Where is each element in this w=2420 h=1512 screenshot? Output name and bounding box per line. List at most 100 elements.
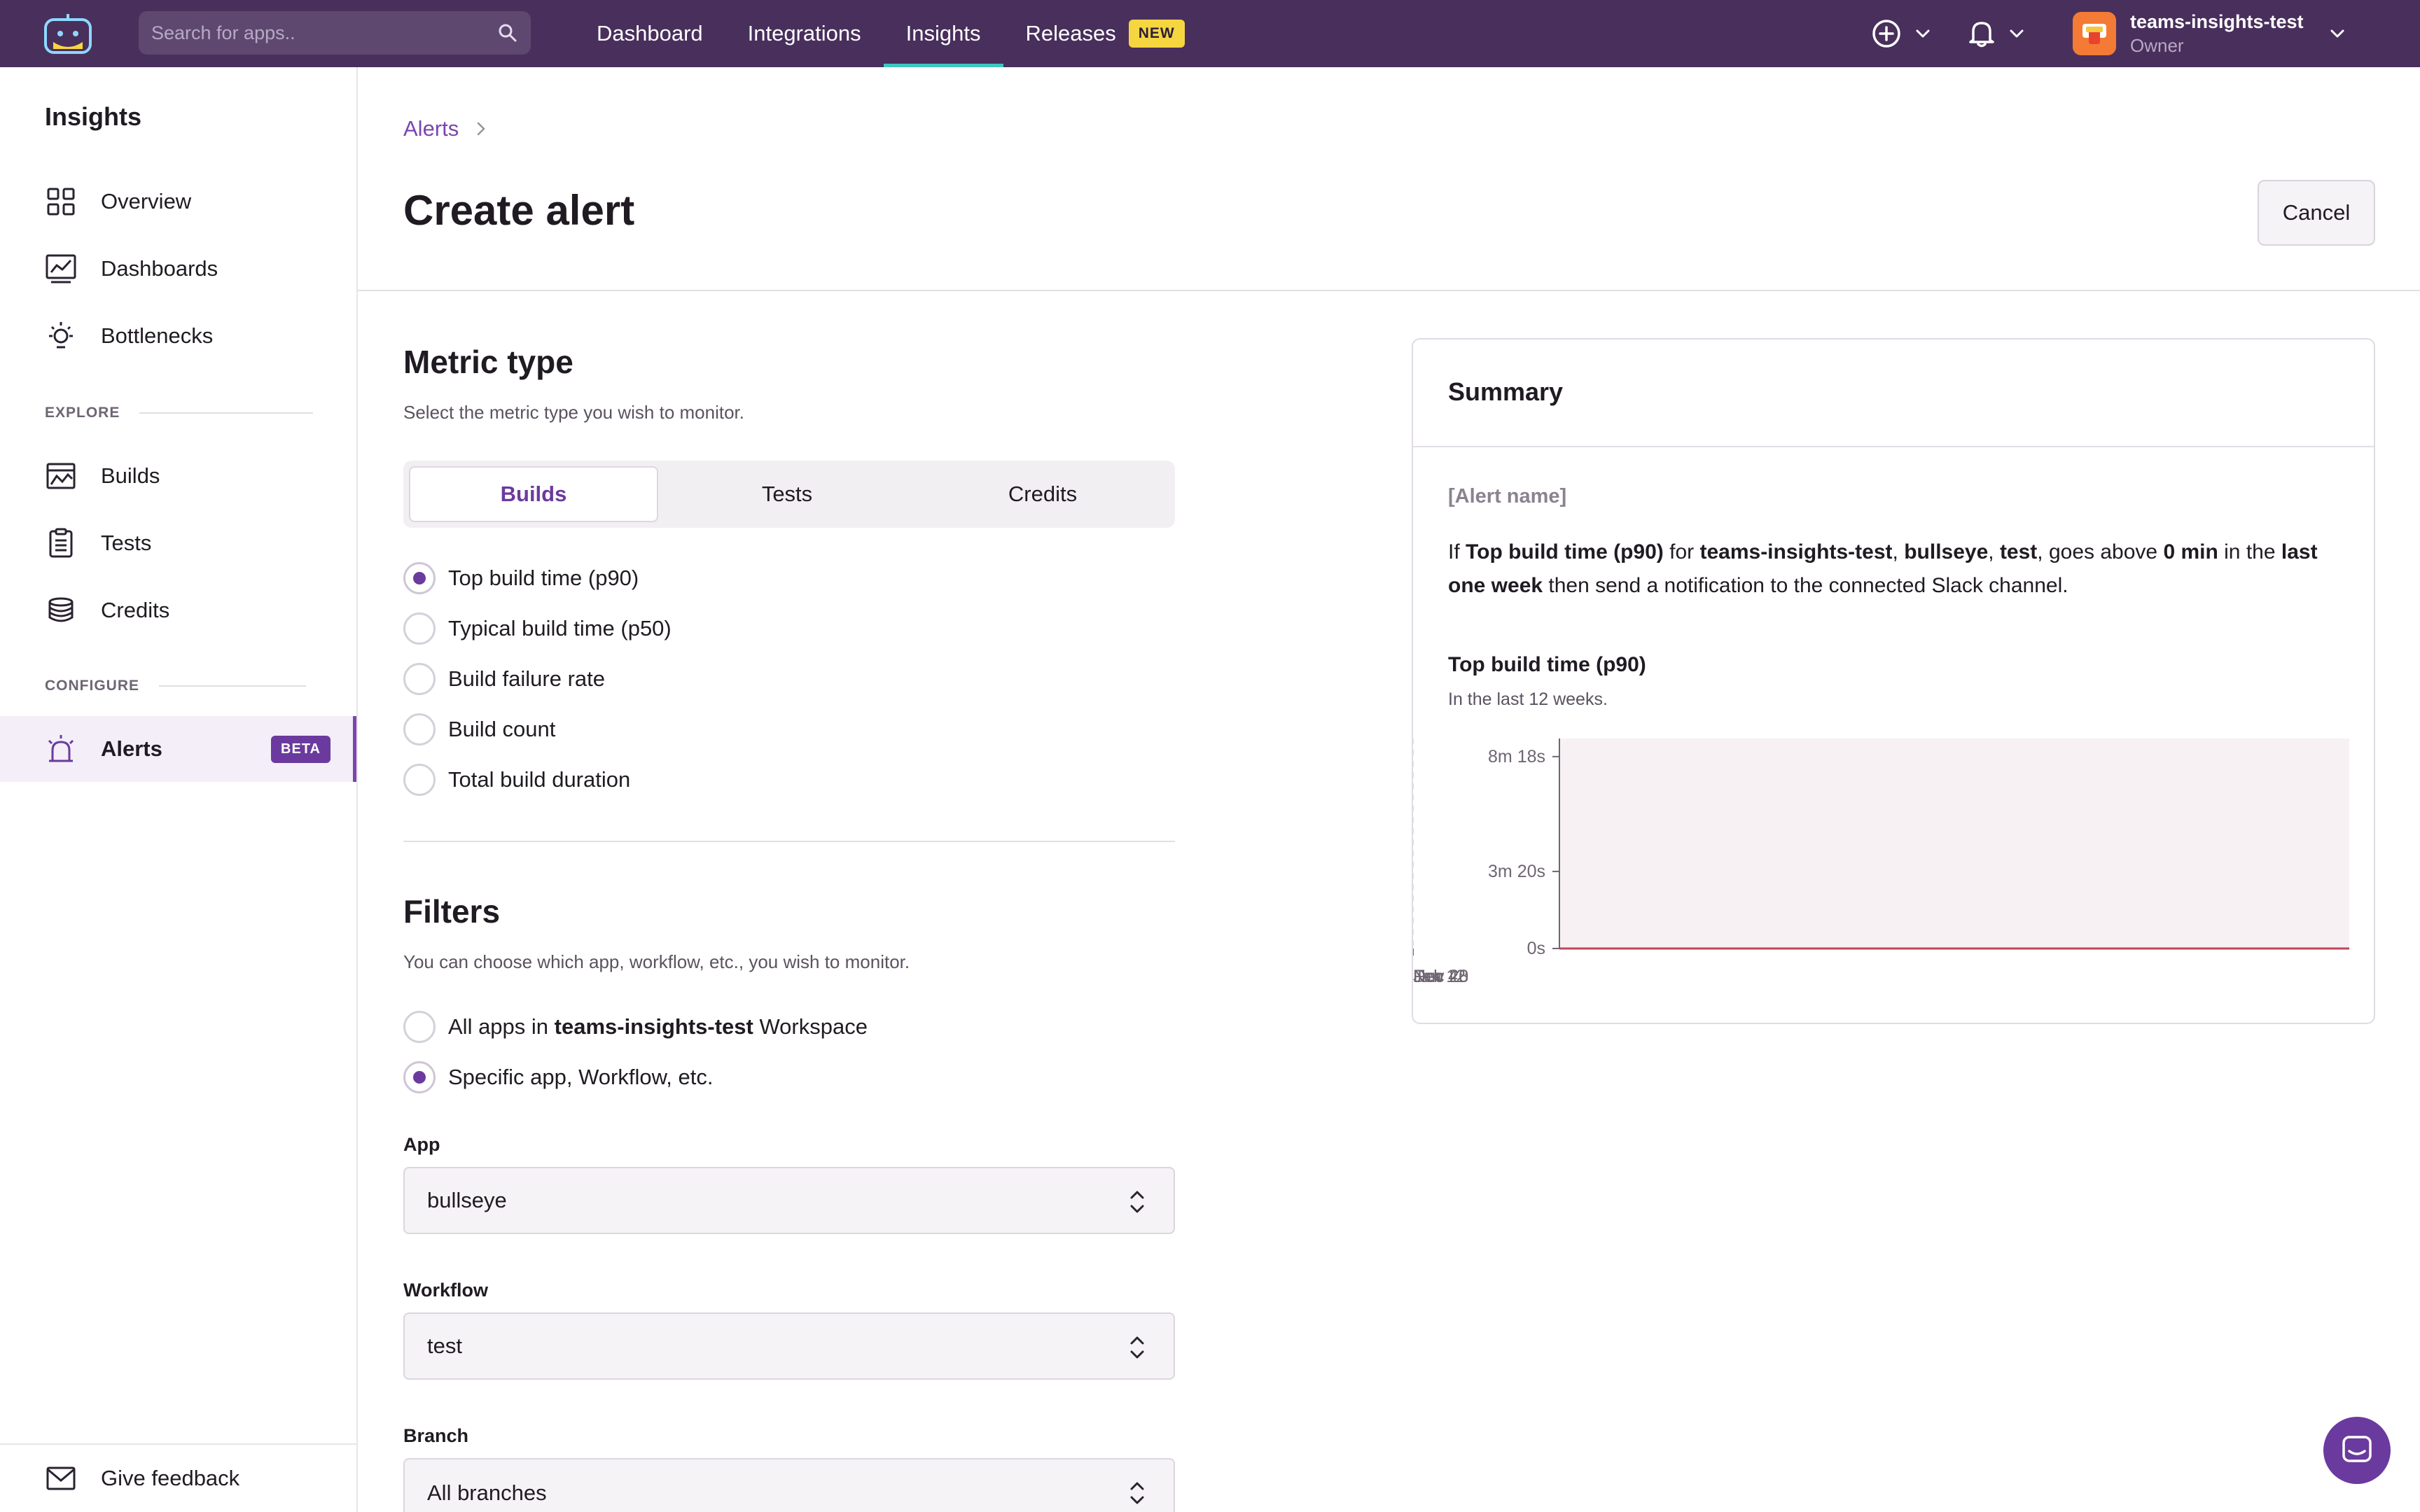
metric-type-title: Metric type [403, 344, 573, 380]
org-role: Owner [2130, 35, 2184, 56]
sidebar-title: Insights [45, 102, 142, 131]
filter-option-all-apps[interactable]: All apps in teams-insights-test Workspac… [403, 1011, 868, 1043]
sidebar-item-builds[interactable]: Builds [0, 443, 356, 509]
summary-sentence: If Top build time (p90) for teams-insigh… [1448, 540, 2323, 597]
section-divider [139, 412, 314, 414]
select-updown-icon [1130, 1336, 1144, 1359]
chevron-right-icon [478, 122, 486, 136]
nav-insights[interactable]: Insights [883, 0, 1003, 67]
give-feedback-button[interactable]: Give feedback [0, 1446, 356, 1511]
summary-card: Summary [Alert name] If Top build time (… [1412, 338, 2375, 1024]
y-tick-label: 3m 20s [1488, 862, 1545, 881]
org-logo-icon [2082, 24, 2106, 44]
sidebar-item-alerts[interactable]: Alerts BETA [0, 716, 356, 782]
sidebar: Insights Overview Dashboards [0, 67, 358, 1512]
add-menu-button[interactable] [1871, 20, 1931, 48]
filters-description: You can choose which app, workflow, etc.… [403, 951, 910, 972]
radio-unchecked[interactable] [403, 764, 436, 796]
page-title: Create alert [403, 187, 635, 234]
org-switcher[interactable]: teams-insights-test Owner [2073, 10, 2346, 57]
chevron-down-icon [2010, 29, 2024, 38]
plus-circle-icon [1872, 20, 1900, 48]
bitrise-logo-icon[interactable] [43, 13, 92, 55]
alarm-icon [45, 733, 77, 765]
metric-option-build-count[interactable]: Build count [403, 713, 555, 746]
sidebar-item-dashboards[interactable]: Dashboards [0, 236, 356, 302]
sidebar-item-overview[interactable]: Overview [0, 169, 356, 234]
metric-option-top-build-time[interactable]: Top build time (p90) [403, 562, 639, 594]
top-bar: Dashboard Integrations Insights Releases… [0, 0, 2420, 67]
section-explore: EXPLORE [45, 405, 314, 421]
chart-title: Top build time (p90) [1448, 653, 1646, 676]
y-tick-label: 0s [1527, 939, 1545, 958]
nav-releases[interactable]: Releases NEW [1003, 0, 1207, 67]
select-updown-icon [1130, 1191, 1144, 1213]
breadcrumb[interactable]: Alerts [403, 116, 487, 141]
x-tick-label: Feb 4 [1413, 967, 1458, 986]
cancel-button[interactable]: Cancel [2258, 180, 2375, 246]
branch-select[interactable]: All branches [403, 1458, 1175, 1512]
help-chat-button[interactable] [2323, 1417, 2391, 1484]
filters-title: Filters [403, 893, 501, 930]
alert-name-placeholder: [Alert name] [1448, 485, 1567, 507]
sidebar-item-credits[interactable]: Credits [0, 578, 356, 643]
search-input[interactable] [139, 11, 531, 55]
y-tick-label: 8m 18s [1488, 747, 1545, 766]
builds-icon [45, 460, 77, 492]
radio-checked[interactable] [403, 1061, 436, 1093]
radio-unchecked[interactable] [403, 612, 436, 645]
new-badge: NEW [1128, 20, 1185, 48]
breadcrumb-alerts[interactable]: Alerts [403, 116, 459, 141]
radio-unchecked[interactable] [403, 713, 436, 746]
tab-credits[interactable]: Credits [1008, 482, 1078, 506]
metric-option-build-failure-rate[interactable]: Build failure rate [403, 663, 605, 695]
radio-checked[interactable] [403, 562, 436, 594]
header-divider [358, 290, 2420, 291]
chevron-down-icon [2330, 29, 2344, 38]
workflow-label: Workflow [403, 1280, 488, 1301]
x-tick-label: Nov 28 [1413, 967, 1468, 986]
main-nav: Dashboard Integrations Insights Releases… [574, 0, 1207, 67]
select-updown-icon [1130, 1482, 1144, 1504]
metric-type-tabs: Builds Tests Credits [403, 461, 1175, 528]
chart-line-icon [45, 253, 77, 285]
card-divider [1413, 446, 2374, 447]
tab-tests[interactable]: Tests [761, 482, 813, 506]
x-tick-label: Dec 20 [1413, 967, 1468, 986]
branch-label: Branch [403, 1425, 469, 1446]
notifications-button[interactable] [1968, 20, 2025, 48]
beta-badge: BETA [271, 736, 331, 763]
grid-icon [45, 186, 77, 218]
chevron-down-icon [1916, 29, 1930, 38]
search-box[interactable] [139, 11, 531, 55]
section-divider [159, 685, 306, 687]
workflow-select[interactable]: test [403, 1312, 1175, 1380]
chat-icon [2342, 1436, 2372, 1462]
bulb-icon [45, 320, 77, 352]
clipboard-icon [45, 527, 77, 559]
org-info: teams-insights-test Owner [2130, 10, 2304, 57]
radio-unchecked[interactable] [403, 663, 436, 695]
sidebar-divider [0, 1443, 356, 1445]
summary-title: Summary [1448, 377, 1564, 406]
nav-integrations[interactable]: Integrations [747, 21, 861, 46]
tab-builds[interactable]: Builds [409, 466, 658, 522]
metric-option-total-build-duration[interactable]: Total build duration [403, 764, 630, 796]
app-select[interactable]: bullseye [403, 1167, 1175, 1234]
filter-option-specific-app[interactable]: Specific app, Workflow, etc. [403, 1061, 713, 1093]
app-label: App [403, 1134, 440, 1155]
org-avatar [2073, 12, 2116, 55]
x-tick-label: Jan 12 [1413, 967, 1466, 986]
metric-option-typical-build-time[interactable]: Typical build time (p50) [403, 612, 672, 645]
search-icon[interactable] [497, 22, 518, 43]
chart-subtitle: In the last 12 weeks. [1448, 690, 1608, 709]
sidebar-item-tests[interactable]: Tests [0, 510, 356, 576]
sidebar-item-bottlenecks[interactable]: Bottlenecks [0, 303, 356, 369]
radio-unchecked[interactable] [403, 1011, 436, 1043]
nav-dashboard[interactable]: Dashboard [597, 21, 703, 46]
org-name: teams-insights-test [2130, 11, 2304, 32]
section-configure: CONFIGURE [45, 678, 306, 694]
coins-icon [45, 594, 77, 626]
mail-icon [45, 1462, 77, 1494]
